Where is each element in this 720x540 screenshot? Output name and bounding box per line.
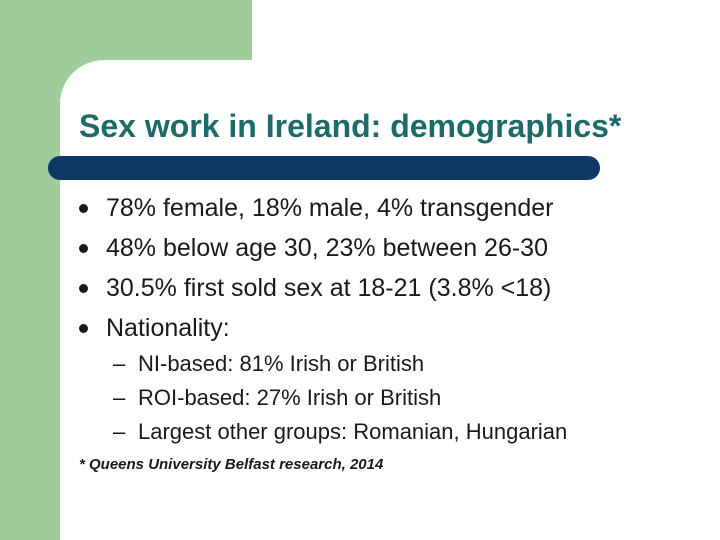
dash-icon: – — [113, 351, 126, 376]
slide-title: Sex work in Ireland: demographics* — [79, 108, 622, 144]
sub-bullet-text: Largest other groups: Romanian, Hungaria… — [138, 419, 568, 444]
bullet-text: 48% below age 30, 23% between 26-30 — [106, 234, 548, 262]
decorative-rounded-corner — [60, 60, 148, 148]
title-divider-bar — [48, 156, 600, 180]
bullet-dot-icon — [79, 324, 88, 333]
bullet-dot-icon — [79, 284, 88, 293]
sub-bullet-text: ROI-based: 27% Irish or British — [138, 385, 442, 410]
footnote: * Queens University Belfast research, 20… — [79, 456, 384, 473]
sub-bullet-text: NI-based: 81% Irish or British — [138, 351, 425, 376]
bullet-text: 30.5% first sold sex at 18-21 (3.8% <18) — [106, 274, 552, 302]
decorative-green-band-left — [0, 0, 60, 540]
bullet-text: 78% female, 18% male, 4% transgender — [106, 194, 554, 222]
bullet-dot-icon — [79, 244, 88, 253]
bullet-dot-icon — [79, 204, 88, 213]
dash-icon: – — [113, 419, 126, 444]
dash-icon: – — [113, 385, 126, 410]
bullet-text: Nationality: — [106, 314, 230, 342]
